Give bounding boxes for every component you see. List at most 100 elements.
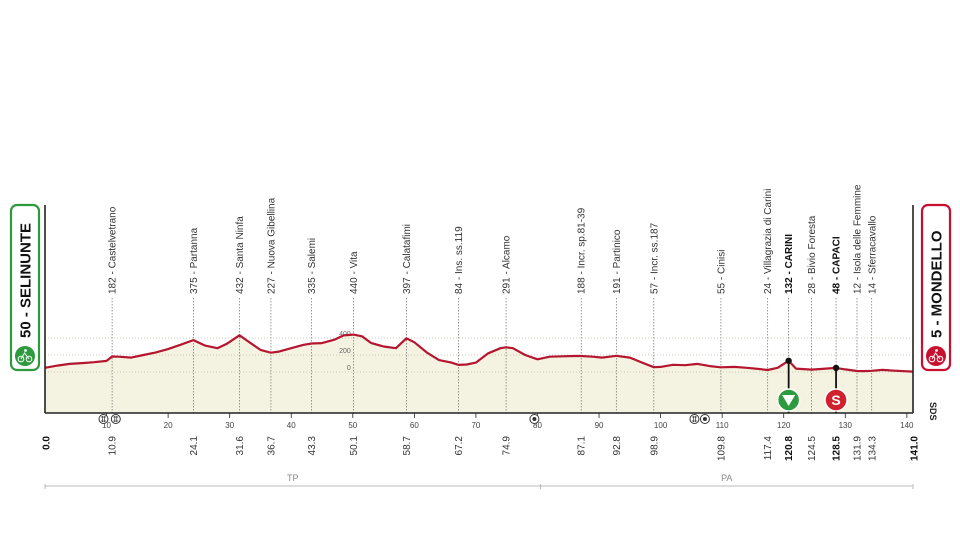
x-tick-label: 110: [716, 421, 729, 430]
waypoint-km-label: 117.4: [763, 436, 774, 461]
x-tick-label: 80: [533, 421, 542, 430]
x-tick-label: 90: [595, 421, 604, 430]
bike-wheel-icon: [928, 355, 936, 363]
y-tick-label: 200: [339, 348, 351, 355]
waypoint-label: 28 - Bivio Foresta: [807, 215, 818, 294]
profile-fill-area: [45, 334, 913, 413]
start-name-label: 50 - SELINUNTE: [18, 223, 35, 338]
y-tick-label: 0: [347, 365, 351, 372]
waypoint-km-label: 98.9: [649, 436, 660, 456]
x-tick-label: 10: [102, 421, 111, 430]
bike-wheel-icon: [936, 355, 944, 363]
waypoint-km-label: 58.7: [402, 436, 413, 456]
rider-head-icon: [24, 349, 27, 352]
bike-wheel-icon: [25, 355, 33, 363]
waypoint-km-label: 31.6: [235, 436, 246, 456]
red-sprint-icon: [824, 388, 848, 412]
waypoint-label: 188 - Incr. sp.81-39: [577, 207, 588, 294]
profile-series-line: [44, 333, 914, 373]
finish-endpoint: 5 - MONDELLO: [920, 203, 952, 372]
waypoint-label: 335 - Salemi: [307, 238, 318, 294]
x-tick-label: 60: [410, 421, 419, 430]
endpoints: 50 - SELINUNTE 5 - MONDELLO 0.0 141.0 SDS: [9, 203, 952, 461]
markers: S: [776, 357, 848, 413]
waypoint-km-label: 92.8: [612, 436, 623, 456]
sds-label: SDS: [928, 402, 938, 421]
bike-frame-icon: [20, 352, 30, 360]
x-tick-label: 130: [839, 421, 853, 430]
waypoint-label: 182 - Castelvetrano: [108, 206, 119, 294]
profile-line: [44, 333, 914, 373]
level-crossing-glyph: [100, 416, 106, 422]
start-box: [9, 203, 41, 372]
province-bracket: [540, 484, 914, 489]
finish-cyclist-icon: [926, 346, 946, 366]
province-label: PA: [721, 473, 732, 483]
waypoint-label: 227 - Nuova Gibellina: [266, 197, 277, 294]
rider-head-icon: [935, 349, 938, 352]
x-tick-label: 120: [777, 421, 791, 430]
waypoint-label: 132 - CARINI: [784, 234, 795, 294]
waypoint-label: 48 - CAPACI: [832, 236, 843, 294]
x-tick-label: 30: [225, 421, 234, 430]
waypoint-km-label: 124.5: [807, 436, 818, 461]
waypoint-km-label: 36.7: [266, 436, 277, 456]
gridlines: [45, 298, 913, 413]
waypoint-km-label: 128.5: [832, 436, 843, 461]
waypoint-km-label: 131.9: [852, 436, 863, 461]
waypoint-label: 55 - Cinisi: [716, 250, 727, 294]
waypoint-km-label: 134.3: [867, 436, 878, 461]
waypoint-km-label: 74.9: [502, 436, 513, 456]
level-crossing-icon: [98, 414, 109, 424]
province-label: TP: [287, 473, 299, 483]
waypoints: 182 - Castelvetrano 10.9 375 - Partanna 24.…: [108, 184, 879, 461]
waypoint-km-label: 10.9: [108, 436, 119, 456]
level-crossing-glyph: [691, 416, 697, 422]
waypoint-label: 191 - Partinico: [612, 229, 623, 294]
bike-frame-icon: [931, 352, 941, 360]
waypoint-label: 375 - Partanna: [189, 227, 200, 294]
start-cyclist-icon: [15, 346, 35, 366]
start-km-label: 0.0: [42, 436, 53, 450]
x-tick-label: 70: [471, 421, 480, 430]
waypoint-label: 12 - Isola delle Femmine: [852, 184, 863, 294]
finish-box: [920, 203, 952, 372]
x-tick-label: 100: [654, 421, 668, 430]
waypoint-label: 291 - Alcamo: [502, 235, 513, 294]
x-tick-label: 20: [164, 421, 173, 430]
bike-wheel-icon: [17, 355, 25, 363]
waypoint-km-label: 50.1: [349, 436, 360, 456]
waypoint-label: 432 - Santa Ninfa: [235, 216, 246, 294]
waypoint-label: 57 - Incr. ss.187: [649, 222, 660, 294]
waypoint-label: 84 - Ins. ss.119: [454, 226, 465, 294]
profile-fill: [45, 334, 913, 413]
sprint-letter: S: [831, 392, 840, 408]
x-tick-label: 40: [287, 421, 296, 430]
waypoint-label: 397 - Calatafimi: [402, 224, 413, 294]
waypoint-km-label: 87.1: [577, 436, 588, 456]
finish-km-label: 141.0: [910, 436, 921, 461]
green-triangle-icon: [782, 395, 796, 406]
x-tick-label: 140: [900, 421, 914, 430]
waypoint-km-label: 43.3: [307, 436, 318, 456]
province-bracket: [44, 484, 542, 489]
level-crossing-icon: [689, 414, 700, 424]
roundabout-glyph: [532, 417, 537, 421]
waypoint-km-label: 24.1: [189, 436, 200, 456]
waypoint-km-label: 120.8: [784, 436, 795, 461]
roundabout-glyph: [702, 417, 707, 421]
x-axis: 10 20 30 40 50 60 70 80 90 100 110 120 130 140: [44, 205, 914, 430]
waypoint-km-label: 109.8: [716, 436, 727, 461]
level-crossing-icon: [110, 414, 121, 424]
finish-name-label: 5 - MONDELLO: [929, 230, 946, 338]
waypoint-label: 24 - Villagrazia di Carini: [763, 189, 774, 294]
point-marker-dot: [785, 357, 792, 364]
waypoint-km-label: 67.2: [454, 436, 465, 456]
point-marker-dot: [832, 364, 840, 372]
waypoint-label: 440 - Vita: [349, 251, 360, 294]
road-icons: [98, 414, 710, 424]
level-crossing-glyph: [113, 416, 119, 422]
waypoint-label: 14 - Sferracavallo: [867, 215, 878, 294]
start-endpoint: 50 - SELINUNTE: [9, 203, 41, 372]
